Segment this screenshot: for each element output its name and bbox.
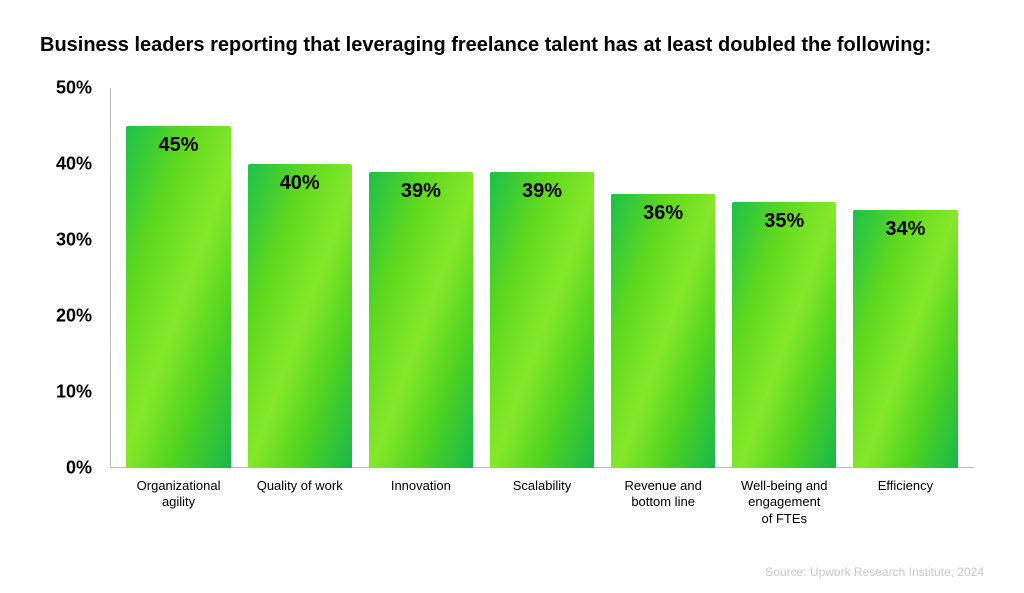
- bar-value-label: 34%: [885, 218, 925, 241]
- bar: 40%: [248, 164, 352, 468]
- bar: 36%: [611, 194, 715, 468]
- bar-value-label: 40%: [280, 172, 320, 195]
- chart-title: Business leaders reporting that leveragi…: [40, 32, 984, 58]
- bar-value-label: 36%: [643, 202, 683, 225]
- x-axis-label: Quality of work: [239, 478, 360, 527]
- bar-value-label: 35%: [764, 210, 804, 233]
- x-axis-label: Organizational agility: [118, 478, 239, 527]
- bar-slot: 35%: [724, 88, 845, 468]
- bar-slot: 39%: [360, 88, 481, 468]
- y-tick: 20%: [56, 306, 92, 327]
- plot-area: 0%10%20%30%40%50% 45%40%39%39%36%35%34% …: [110, 88, 974, 508]
- bar-slot: 40%: [239, 88, 360, 468]
- x-labels-row: Organizational agilityQuality of workInn…: [110, 478, 974, 527]
- y-tick: 40%: [56, 154, 92, 175]
- bar-value-label: 39%: [522, 180, 562, 203]
- x-axis-label: Well-being and engagement of FTEs: [724, 478, 845, 527]
- bar-slot: 34%: [845, 88, 966, 468]
- bar-slot: 36%: [603, 88, 724, 468]
- bar: 39%: [490, 172, 594, 468]
- bar-slot: 39%: [481, 88, 602, 468]
- x-axis-label: Scalability: [481, 478, 602, 527]
- bar: 39%: [369, 172, 473, 468]
- y-tick: 50%: [56, 78, 92, 99]
- y-axis: 0%10%20%30%40%50%: [40, 88, 100, 468]
- bar-value-label: 39%: [401, 180, 441, 203]
- bar: 45%: [126, 126, 230, 468]
- x-axis-label: Revenue and bottom line: [603, 478, 724, 527]
- bars-row: 45% 40% 39% 39% 36% 35% 34%: [110, 88, 974, 468]
- bar-value-label: 45%: [159, 134, 199, 157]
- y-tick: 10%: [56, 382, 92, 403]
- bar: 34%: [853, 210, 957, 468]
- bar-slot: 45%: [118, 88, 239, 468]
- chart-container: Business leaders reporting that leveragi…: [0, 0, 1024, 593]
- y-tick: 30%: [56, 230, 92, 251]
- bar: 35%: [732, 202, 836, 468]
- y-tick: 0%: [66, 458, 92, 479]
- source-attribution: Source: Upwork Research Institute, 2024: [765, 565, 984, 579]
- x-axis-label: Innovation: [360, 478, 481, 527]
- x-axis-label: Efficiency: [845, 478, 966, 527]
